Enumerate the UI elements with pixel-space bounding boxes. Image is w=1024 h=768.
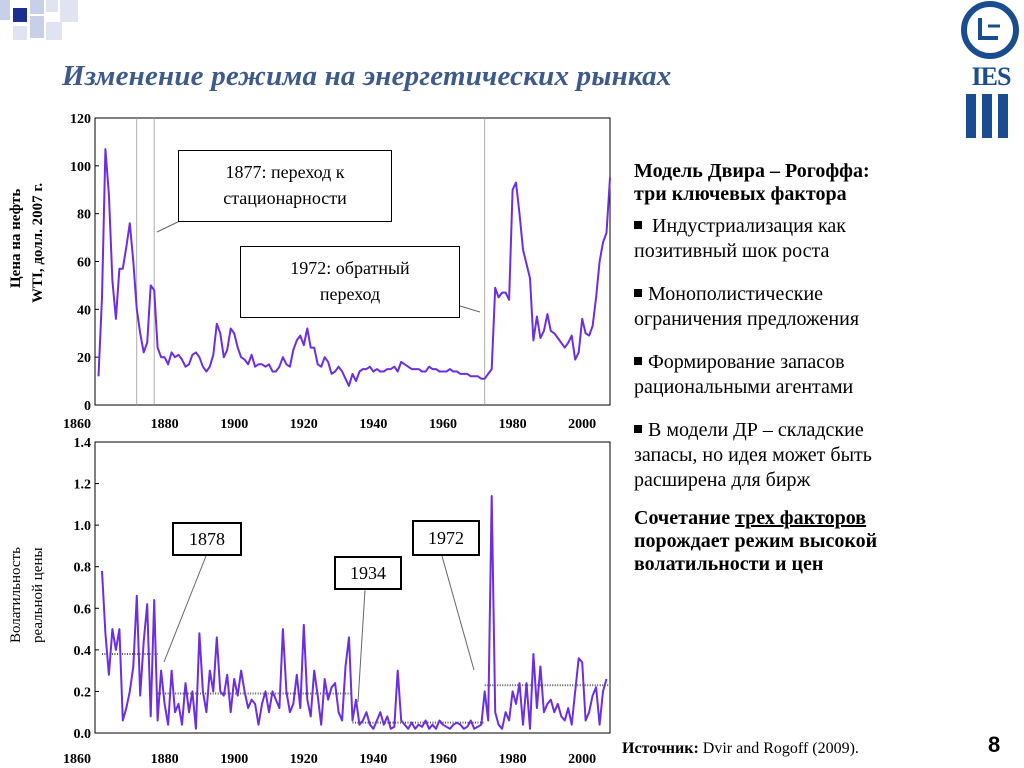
y-tick-label: 1.4: [74, 436, 92, 451]
y-tick-label: 0.4: [74, 644, 92, 659]
x-tick-label: 1900: [220, 417, 248, 432]
corner-decoration: [0, 0, 80, 60]
y-tick-label: 120: [70, 112, 91, 127]
page-number: 8: [988, 732, 1001, 757]
source-label: Источник:: [622, 740, 699, 757]
volatility-chart: 0.0 0.2 0.4 0.6 0.8 1.0 1.2 1.4 1860 1880 1900 1920…: [63, 436, 611, 767]
bullet-square: [634, 221, 642, 230]
x-tick-label: 1920: [290, 417, 318, 432]
vol-ylabel-2: реальной цены: [30, 547, 46, 643]
callout-1877: 1877: переход к стационарности: [178, 150, 392, 222]
bullet-4: В модели ДР – складские запасы, но идея …: [634, 419, 872, 491]
x-tick-label: 1920: [290, 752, 318, 767]
x-tick-label: 1980: [499, 417, 527, 432]
x-tick-label: 1900: [220, 752, 248, 767]
bullet-square: [634, 357, 642, 366]
heading-line1: Модель Двира – Рогоффа:: [634, 160, 870, 182]
conclusion-underlined: трех факторов: [735, 507, 867, 529]
x-tick-label: 1960: [429, 417, 457, 432]
y-tick-label: 60: [77, 256, 91, 271]
series-line: [97, 148, 611, 387]
callout-1972-line1: 1972: обратный: [290, 258, 410, 278]
y-tick-label: 0.0: [74, 727, 92, 742]
y-tick-label: 80: [77, 208, 91, 223]
bullet-square: [634, 425, 642, 434]
y-tick-label: 100: [70, 160, 91, 175]
box-1878: 1878: [172, 522, 242, 556]
y-tick-label: 0.6: [74, 602, 92, 617]
y-tick-label: 1.2: [74, 478, 92, 493]
bullet-1: Индустриализация как позитивный шок рост…: [634, 215, 847, 262]
x-tick-label: 2000: [568, 752, 596, 767]
source-note: Источник: Dvir and Rogoff (2009).: [622, 740, 859, 758]
y-tick-label: 20: [77, 351, 91, 366]
bullet-2: Монополистические ограничения предложени…: [634, 283, 860, 330]
box-1972: 1972: [412, 520, 480, 556]
arrow-1972: [459, 305, 481, 313]
box-1934: 1934: [334, 556, 402, 590]
vol-ylabel-1: Волатильность: [8, 547, 24, 643]
slide-title: Изменение режима на энергетических рынка…: [62, 60, 672, 92]
callout-1877-line1: 1877: переход к: [225, 162, 345, 182]
x-tick-label: 2000: [568, 417, 596, 432]
series-line: [101, 495, 608, 730]
x-tick-label: 1980: [499, 752, 527, 767]
callout-1877-line2: стационарности: [223, 188, 347, 208]
arrow-1934: [357, 589, 366, 703]
y-tick-label: 40: [77, 303, 91, 318]
conclusion: Сочетание трех факторов порождает режим …: [634, 507, 878, 575]
y-tick-label: 0.2: [74, 685, 92, 700]
x-tick-label: 1960: [429, 752, 457, 767]
y-tick-label: 0: [84, 399, 91, 414]
bullet-square: [634, 289, 642, 298]
arrow-1972-vol: [441, 555, 475, 671]
x-tick-label: 1940: [359, 752, 387, 767]
price-ylabel-1: Цена на нефть: [8, 188, 24, 288]
right-panel: Модель Двира – Рогоффа: три ключевых фак…: [634, 160, 1019, 576]
logo-text: IES: [971, 62, 1012, 91]
x-tick-label: 1880: [151, 752, 179, 767]
heading-line2: три ключевых фактора: [634, 183, 847, 205]
x-tick-label: 1880: [151, 417, 179, 432]
x-tick-label: 1860: [63, 417, 91, 432]
arrow-1877: [156, 219, 183, 233]
source-text: Dvir and Rogoff (2009).: [698, 740, 859, 757]
price-ylabel-2: WTI, долл. 2007 г.: [30, 182, 46, 304]
ies-logo: IES: [958, 0, 1024, 140]
callout-1972: 1972: обратный переход: [240, 246, 460, 318]
y-tick-label: 1.0: [74, 519, 92, 534]
arrow-1878: [163, 555, 207, 663]
x-tick-label: 1940: [359, 417, 387, 432]
x-tick-label: 1860: [63, 752, 91, 767]
y-tick-label: 0.8: [74, 561, 92, 576]
callout-1972-line2: переход: [319, 284, 381, 304]
bullet-3: Формирование запасов рациональными агент…: [634, 351, 854, 398]
